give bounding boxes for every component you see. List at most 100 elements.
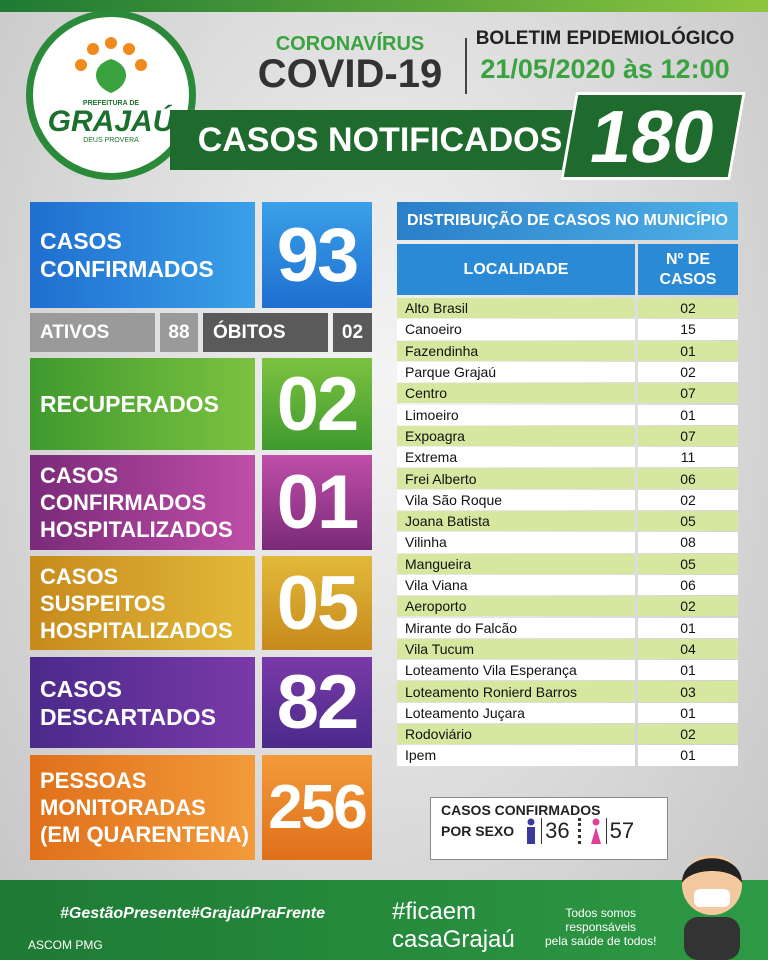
credit: ASCOM PMG <box>28 938 103 952</box>
logo-name: GRAJAÚ <box>47 105 175 138</box>
locality: Centro <box>397 383 635 404</box>
box-label-line: (EM QUARENTENA) <box>40 822 249 847</box>
table-row: Vilinha 08 <box>397 532 738 553</box>
table-row: Loteamento Vila Esperança 01 <box>397 660 738 681</box>
locality: Loteamento Ronierd Barros <box>397 681 635 702</box>
logo: PREFEITURA DE GRAJAÚ DEUS PROVERA <box>26 10 196 180</box>
slogan-line: responsáveis <box>565 920 637 934</box>
table-row: Ipem 01 <box>397 745 738 766</box>
table-row: Limoeiro 01 <box>397 404 738 425</box>
locality: Mangueira <box>397 553 635 574</box>
case-count: 01 <box>638 702 738 723</box>
box-value: 82 <box>262 657 372 748</box>
case-count: 02 <box>638 596 738 617</box>
table-row: Fazendinha 01 <box>397 340 738 361</box>
box-label-line: CASOS <box>40 228 122 254</box>
campaign: #ficaem <box>392 898 477 925</box>
box-label-line: CONFIRMADOS <box>40 490 207 515</box>
hashtags: #GestãoPresente#GrajaúPraFrente <box>60 905 326 922</box>
case-count: 04 <box>638 638 738 660</box>
logo-top: PREFEITURA DE <box>82 100 140 107</box>
locality: Expoagra <box>397 425 635 447</box>
locality: Vila Tucum <box>397 638 635 660</box>
locality: Extrema <box>397 447 635 468</box>
table-title: DISTRIBUIÇÃO DE CASOS NO MUNICÍPIO <box>397 202 738 240</box>
case-count: 03 <box>638 681 738 702</box>
logo-motto: DEUS PROVERA <box>83 137 139 144</box>
table-row: Loteamento Juçara 01 <box>397 702 738 723</box>
sex-label: POR SEXO <box>441 823 515 839</box>
locality: Frei Alberto <box>397 468 635 489</box>
table-row: Loteamento Ronierd Barros 03 <box>397 681 738 702</box>
table-row: Centro 07 <box>397 383 738 404</box>
notified-label: CASOS NOTIFICADOS <box>170 110 590 170</box>
box-label-line: CASOS <box>40 675 122 702</box>
sex-label: CASOS CONFIRMADOS <box>441 802 601 818</box>
box-value: 93 <box>262 202 372 308</box>
case-count: 15 <box>638 319 738 340</box>
box-label: CASOS SUSPEITOS HOSPITALIZADOS <box>30 556 255 650</box>
table-row: Parque Grajaú 02 <box>397 361 738 383</box>
deaths-label: ÓBITOS <box>213 321 286 343</box>
locality: Vilinha <box>397 532 635 553</box>
top-stripe <box>0 0 768 12</box>
table-row: Alto Brasil 02 <box>397 298 738 319</box>
case-count: 01 <box>638 404 738 425</box>
slogan-line: Todos somos <box>565 906 637 920</box>
box-label: CASOS CONFIRMADOS <box>30 202 255 308</box>
table-row: Rodoviário 02 <box>397 724 738 745</box>
table-row: Expoagra 07 <box>397 425 738 447</box>
box-label-line: CONFIRMADOS <box>40 256 214 282</box>
slogan-line: pela saúde de todos! <box>545 934 657 948</box>
locality: Canoeiro <box>397 319 635 340</box>
table-row: Frei Alberto 06 <box>397 468 738 489</box>
active-label: ATIVOS <box>40 321 110 343</box>
box-value: 02 <box>262 358 372 450</box>
locality: Vila São Roque <box>397 489 635 510</box>
box-label-line: CASOS <box>40 463 119 488</box>
box-label-line: SUSPEITOS <box>40 590 166 616</box>
table-row: Aeroporto 02 <box>397 596 738 617</box>
kicker: CORONAVÍRUS <box>275 33 425 55</box>
locality: Loteamento Juçara <box>397 702 635 723</box>
male-icon <box>527 818 536 844</box>
male-value: 36 <box>541 818 570 844</box>
box-value: 01 <box>262 455 372 550</box>
locality: Joana Batista <box>397 511 635 532</box>
locality: Aeroporto <box>397 596 635 617</box>
table-row: Vila Viana 06 <box>397 574 738 596</box>
box-label-line: MONITORADAS <box>40 795 206 820</box>
box-label-line: HOSPITALIZADOS <box>40 617 233 643</box>
box-label-line: CASOS <box>40 563 119 589</box>
box-label: PESSOAS MONITORADAS (EM QUARENTENA) <box>30 755 255 860</box>
box-label-line: RECUPERADOS <box>40 391 219 417</box>
case-count: 05 <box>638 553 738 574</box>
bulletin: BOLETIM EPIDEMIOLÓGICO <box>475 28 735 49</box>
active-label-bg: ATIVOS <box>30 313 155 352</box>
active-value: 88 <box>160 313 198 352</box>
case-count: 02 <box>638 724 738 745</box>
table-row: Canoeiro 15 <box>397 319 738 340</box>
box-label: CASOS CONFIRMADOS HOSPITALIZADOS <box>30 455 255 550</box>
header-line: Nº DE <box>665 251 711 268</box>
case-count: 06 <box>638 574 738 596</box>
locality: Ipem <box>397 745 635 766</box>
case-count: 07 <box>638 425 738 447</box>
case-count: 02 <box>638 489 738 510</box>
locality: Fazendinha <box>397 340 635 361</box>
case-count: 01 <box>638 745 738 766</box>
divider <box>465 38 467 94</box>
box-label-line: HOSPITALIZADOS <box>40 517 233 542</box>
box-label: RECUPERADOS <box>30 358 255 450</box>
locality: Mirante do Falcão <box>397 617 635 638</box>
table-row: Mirante do Falcão 01 <box>397 617 738 638</box>
case-count: 07 <box>638 383 738 404</box>
case-count: 05 <box>638 511 738 532</box>
female-value: 57 <box>605 818 634 844</box>
header-line: CASOS <box>659 271 717 288</box>
table-row: Extrema 11 <box>397 447 738 468</box>
case-count: 02 <box>638 361 738 383</box>
box-value: 05 <box>262 556 372 650</box>
case-count: 08 <box>638 532 738 553</box>
deaths-value: 02 <box>333 313 372 352</box>
